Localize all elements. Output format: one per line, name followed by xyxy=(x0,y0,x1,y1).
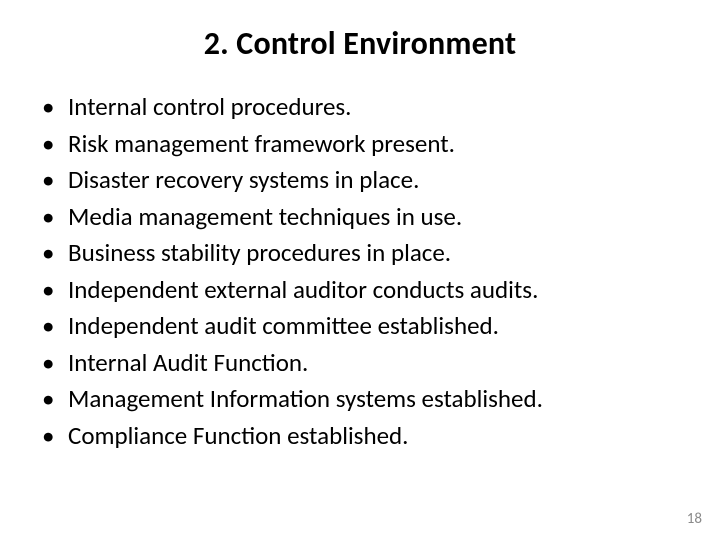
list-item: Independent audit committee established. xyxy=(68,308,680,345)
bullet-list: Internal control procedures. Risk manage… xyxy=(40,89,680,454)
list-item: Risk management framework present. xyxy=(68,126,680,163)
list-item: Independent external auditor conducts au… xyxy=(68,272,680,309)
list-item: Compliance Function established. xyxy=(68,418,680,455)
slide-title: 2. Control Environment xyxy=(40,24,680,63)
list-item: Management Information systems establish… xyxy=(68,381,680,418)
list-item: Disaster recovery systems in place. xyxy=(68,162,680,199)
slide-container: 2. Control Environment Internal control … xyxy=(0,0,720,540)
list-item: Internal Audit Function. xyxy=(68,345,680,382)
list-item: Business stability procedures in place. xyxy=(68,235,680,272)
list-item: Media management techniques in use. xyxy=(68,199,680,236)
page-number: 18 xyxy=(687,510,702,528)
list-item: Internal control procedures. xyxy=(68,89,680,126)
